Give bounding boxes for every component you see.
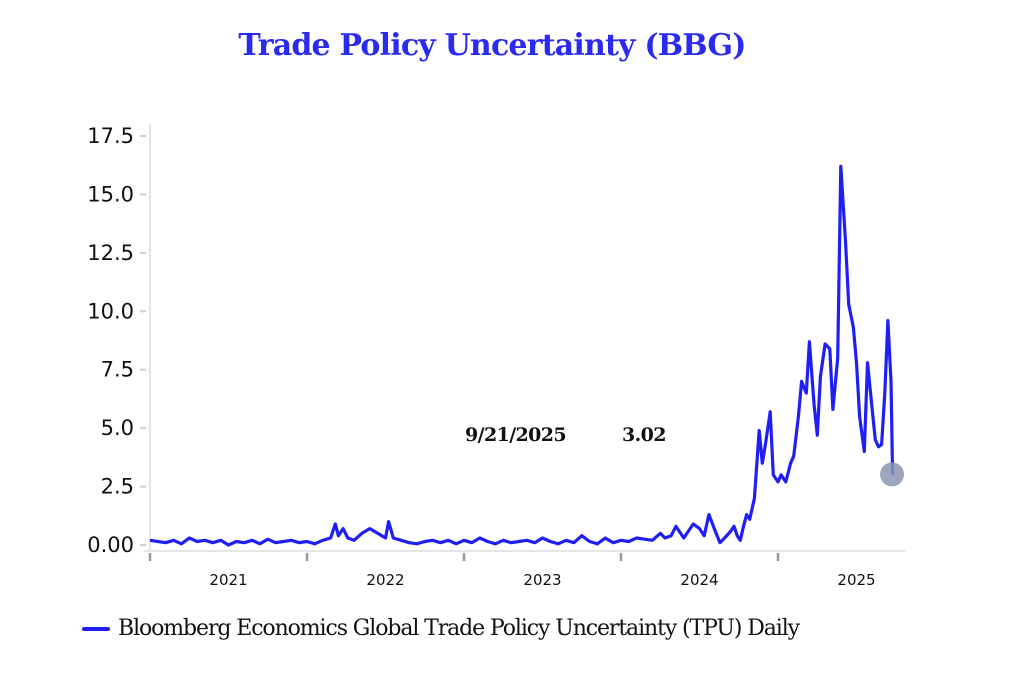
y-tick-label: 12.5 [87, 241, 134, 265]
end-point-marker[interactable] [880, 462, 905, 487]
y-axis-ticks: 0.00 2.5 5.0 7.5 10.0 12.5 15.0 17.5 [87, 124, 146, 557]
annotation-value: 3.02 [622, 424, 666, 446]
x-tick-label: 2022 [366, 571, 404, 589]
y-tick-label: 2.5 [101, 475, 134, 499]
y-tick-label: 10.0 [87, 299, 134, 323]
y-tick-label: 5.0 [101, 416, 134, 440]
y-tick-label: 15.0 [87, 182, 134, 206]
legend-line-swatch-icon [82, 626, 110, 631]
x-tick-label: 2025 [837, 571, 875, 589]
series-line [149, 164, 895, 547]
x-axis-ticks: 2021 2022 2023 2024 2025 [148, 553, 876, 589]
y-tick-label: 7.5 [101, 358, 134, 382]
chart-title: Trade Policy Uncertainty (BBG) [238, 28, 746, 63]
y-tick-label: 0.00 [87, 533, 134, 557]
legend: Bloomberg Economics Global Trade Policy … [82, 616, 800, 641]
y-tick-label: 17.5 [87, 124, 134, 148]
legend-label: Bloomberg Economics Global Trade Policy … [118, 616, 800, 641]
x-tick-label: 2021 [209, 571, 247, 589]
x-tick-label: 2024 [680, 571, 718, 589]
annotation-date: 9/21/2025 [465, 424, 566, 446]
x-tick-label: 2023 [523, 571, 561, 589]
axes [144, 124, 905, 552]
